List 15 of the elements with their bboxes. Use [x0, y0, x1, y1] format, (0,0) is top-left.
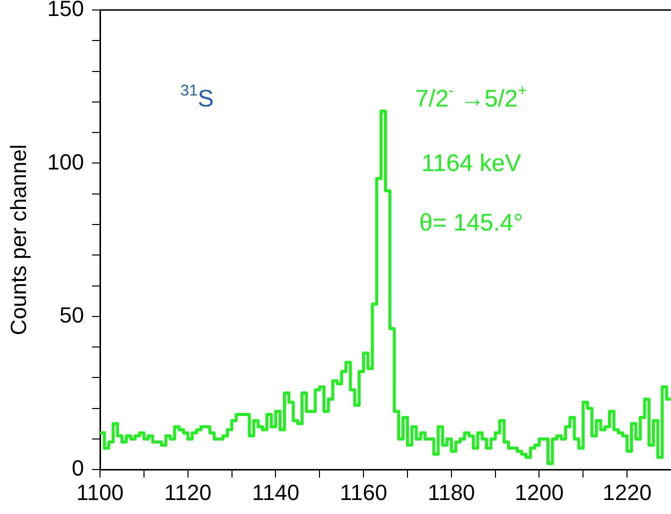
y-tick-label: 0	[72, 456, 84, 481]
x-tick-label: 1220	[602, 480, 652, 505]
x-tick-label: 1160	[340, 480, 388, 505]
annotation: θ= 145.4°	[419, 210, 523, 237]
y-tick-label: 150	[47, 0, 84, 22]
x-tick-label: 1100	[76, 480, 124, 505]
annotation: 7/2- →5/2+	[415, 82, 527, 113]
y-tick-label: 100	[47, 149, 84, 174]
x-tick-label: 1200	[514, 480, 564, 505]
y-tick-label: 50	[60, 302, 84, 328]
y-axis-title: Counts per channel	[6, 144, 32, 336]
x-tick-label: 1180	[428, 480, 476, 505]
x-tick-label: 1120	[164, 480, 212, 505]
annotation: 1164 keV	[421, 150, 521, 177]
x-tick-label: 1140	[252, 480, 300, 505]
